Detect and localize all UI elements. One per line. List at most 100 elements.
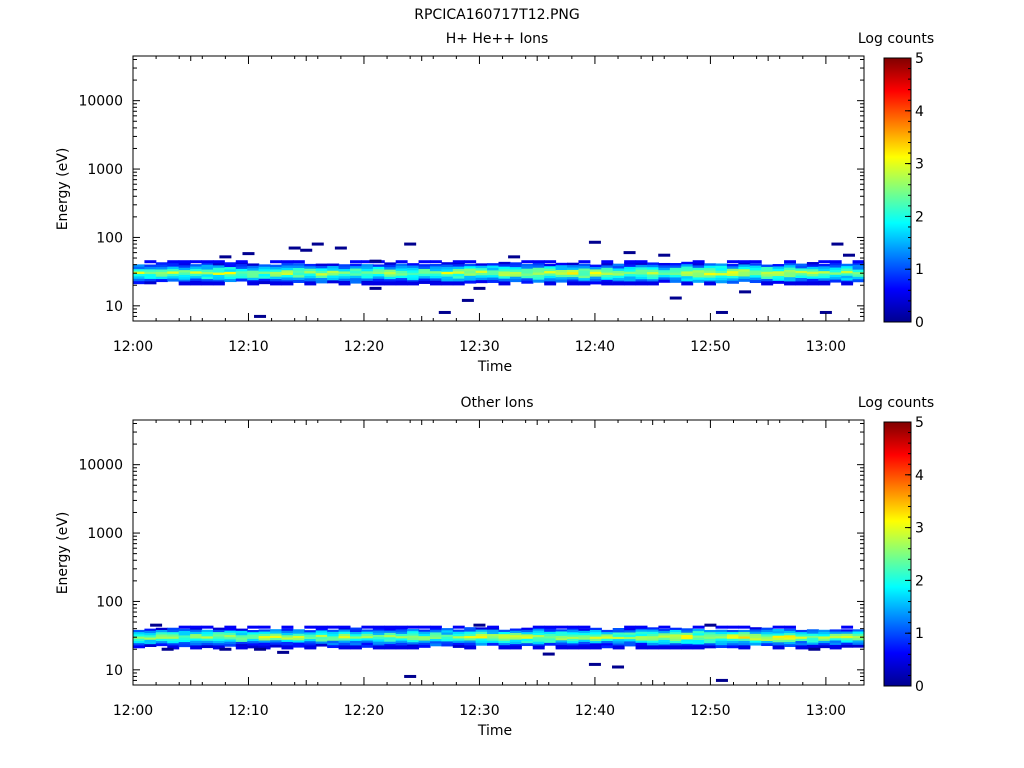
heatmap-cell xyxy=(726,645,739,649)
count-pixel xyxy=(219,255,232,259)
heatmap-cell xyxy=(315,265,328,269)
heatmap-cell xyxy=(841,268,854,272)
heatmap-cell xyxy=(704,265,717,269)
heatmap-cell xyxy=(292,280,305,283)
heatmap-cell xyxy=(578,639,591,643)
heatmap-cell xyxy=(418,271,431,275)
heatmap-cell xyxy=(235,278,248,282)
heatmap-cell xyxy=(155,641,168,644)
heatmap-cell xyxy=(487,636,500,640)
heatmap-cell xyxy=(498,638,511,642)
heatmap-cell xyxy=(704,268,717,272)
heatmap-cell xyxy=(567,643,580,647)
heatmap-cell xyxy=(487,627,500,631)
heatmap-cell xyxy=(852,269,865,273)
heatmap-cell xyxy=(829,277,842,281)
heatmap-cell xyxy=(315,263,328,267)
heatmap-cell xyxy=(304,630,317,633)
heatmap-cell xyxy=(475,275,488,279)
heatmap-cell xyxy=(133,276,146,280)
heatmap-cell xyxy=(155,267,168,271)
heatmap-cell xyxy=(292,640,305,644)
heatmap-cell xyxy=(292,642,305,646)
heatmap-cell xyxy=(658,267,671,271)
heatmap-cell xyxy=(578,275,591,279)
heatmap-cell xyxy=(726,260,739,264)
heatmap-cell xyxy=(452,636,465,640)
heatmap-cell xyxy=(190,631,203,635)
heatmap-cell xyxy=(738,638,751,642)
heatmap-cell xyxy=(464,275,477,279)
heatmap-cell xyxy=(521,266,534,270)
heatmap-cell xyxy=(624,269,637,273)
heatmap-cell xyxy=(692,633,705,637)
heatmap-cell xyxy=(372,645,385,650)
heatmap-cell xyxy=(658,262,671,266)
heatmap-cell xyxy=(646,262,659,266)
heatmap-cell xyxy=(761,629,774,633)
heatmap-cell xyxy=(772,635,785,639)
heatmap-cell xyxy=(384,281,397,286)
heatmap-cell xyxy=(772,271,785,275)
heatmap-cell xyxy=(258,281,271,285)
heatmap-cell xyxy=(475,270,488,274)
heatmap-cell xyxy=(167,276,180,280)
heatmap-cell xyxy=(509,271,522,275)
heatmap-cell xyxy=(201,262,214,266)
heatmap-cell xyxy=(235,268,248,272)
heatmap-cell xyxy=(281,270,294,274)
x-tick-label: 12:10 xyxy=(228,703,268,719)
count-pixel xyxy=(658,253,671,257)
heatmap-cell xyxy=(669,632,682,635)
heatmap-cell xyxy=(509,276,522,280)
heatmap-cell xyxy=(315,628,328,632)
heatmap-cell xyxy=(749,638,762,642)
heatmap-cell xyxy=(452,273,465,277)
heatmap-cell xyxy=(487,277,500,281)
heatmap-cell xyxy=(475,265,488,269)
heatmap-cell xyxy=(395,629,408,633)
heatmap-cell xyxy=(178,635,191,639)
heatmap-cell xyxy=(212,636,225,640)
heatmap-cell xyxy=(338,625,351,629)
heatmap-cell xyxy=(201,279,214,283)
heatmap-cell xyxy=(624,636,637,640)
heatmap-cell xyxy=(681,273,694,277)
heatmap-cell xyxy=(407,277,420,281)
heatmap-cell xyxy=(738,260,751,264)
heatmap-cell xyxy=(738,645,751,650)
heatmap-cell xyxy=(452,260,465,264)
heatmap-cell xyxy=(532,262,545,266)
heatmap-cell xyxy=(441,628,454,631)
heatmap-cell xyxy=(624,639,637,642)
heatmap-cell xyxy=(578,270,591,274)
heatmap-cell xyxy=(692,270,705,274)
heatmap-cell xyxy=(464,266,477,270)
heatmap-cell xyxy=(235,630,248,634)
heatmap-cell xyxy=(612,278,625,282)
heatmap-cell xyxy=(144,278,157,282)
heatmap-cell xyxy=(818,631,831,635)
heatmap-cell xyxy=(852,638,865,641)
heatmap-cell xyxy=(761,627,774,631)
heatmap-cell xyxy=(201,640,214,644)
x-axis-label: Time xyxy=(477,723,512,739)
heatmap-cell xyxy=(521,260,534,264)
heatmap-cell xyxy=(601,281,614,286)
heatmap-cell xyxy=(133,643,146,647)
heatmap-cell xyxy=(247,643,260,647)
heatmap-cell xyxy=(601,270,614,274)
heatmap-cell xyxy=(555,635,568,639)
heatmap-cell xyxy=(178,642,191,645)
heatmap-cell xyxy=(247,273,260,277)
heatmap-cell xyxy=(646,281,659,286)
heatmap-cell xyxy=(350,643,363,646)
heatmap-cell xyxy=(270,629,283,632)
heatmap-cell xyxy=(464,278,477,282)
heatmap-cell xyxy=(270,642,283,646)
heatmap-cell xyxy=(475,263,488,267)
heatmap-cell xyxy=(190,281,203,286)
heatmap-cell xyxy=(270,633,283,637)
heatmap-cell xyxy=(818,638,831,642)
heatmap-cell xyxy=(669,279,682,283)
